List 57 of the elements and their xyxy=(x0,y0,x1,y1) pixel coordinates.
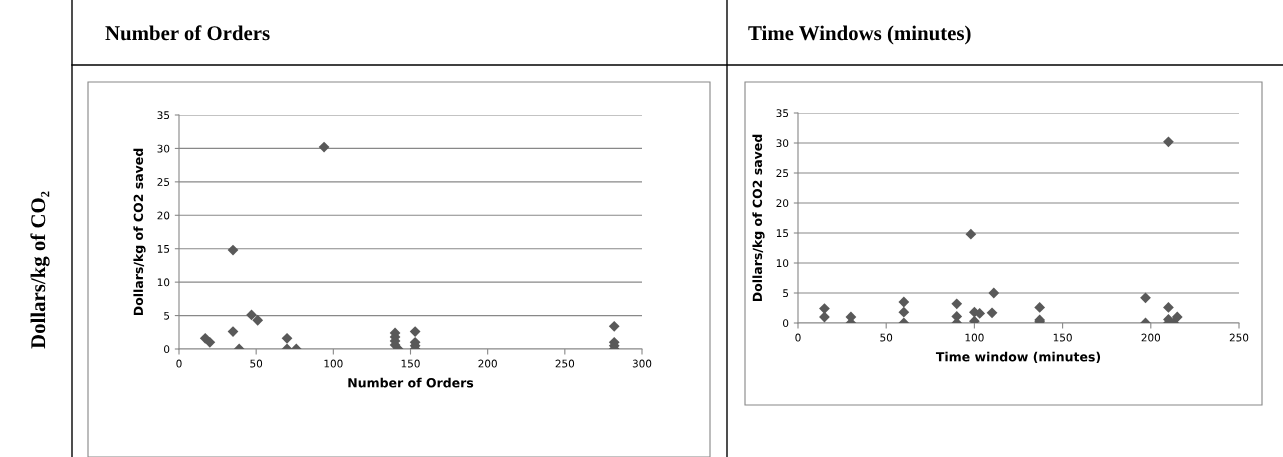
x-tick-label: 50 xyxy=(880,333,893,342)
x-tick-label: 300 xyxy=(632,359,652,368)
point xyxy=(1140,292,1151,304)
y-tick-label: 25 xyxy=(776,169,789,178)
x-tick-label: 100 xyxy=(965,333,984,342)
point xyxy=(246,309,257,321)
y-tick-label: 15 xyxy=(157,245,170,253)
x-tick-label: 150 xyxy=(401,359,420,368)
point xyxy=(204,336,216,348)
point xyxy=(1034,302,1046,313)
x-tick-label: 50 xyxy=(250,359,263,368)
point xyxy=(988,287,1000,299)
point xyxy=(227,326,239,337)
y-tick-label: 35 xyxy=(157,111,170,120)
x-tick-label: 150 xyxy=(1053,333,1072,342)
point xyxy=(898,296,910,308)
y-tick-label: 10 xyxy=(157,278,170,287)
y-axis-title: Dollars/kg of CO2 saved xyxy=(133,148,146,316)
y-tick-label: 5 xyxy=(783,289,789,298)
point xyxy=(951,298,963,310)
x-tick-label: 0 xyxy=(795,333,801,342)
x-axis-title: Time window (minutes) xyxy=(935,351,1101,363)
point xyxy=(986,307,998,319)
y-tick-label: 30 xyxy=(157,144,170,153)
y-tick-label: 15 xyxy=(776,229,789,238)
x-tick-label: 250 xyxy=(555,359,575,368)
y-axis-title: Dollars/kg of CO2 saved xyxy=(752,134,765,302)
x-tick-label: 250 xyxy=(1229,333,1249,342)
x-tick-label: 0 xyxy=(176,359,182,368)
chart-title: Time Windows (minutes) xyxy=(748,25,971,45)
point xyxy=(227,244,239,256)
y-tick-label: 20 xyxy=(157,211,170,220)
y-tick-label: 10 xyxy=(776,259,789,268)
point xyxy=(608,320,620,332)
point xyxy=(819,303,830,314)
point xyxy=(409,326,421,337)
point xyxy=(281,332,293,344)
point xyxy=(965,228,977,240)
x-axis-title: Number of Orders xyxy=(348,377,474,388)
y-tick-label: 5 xyxy=(164,311,170,320)
point xyxy=(318,141,330,153)
chart-title: Number of Orders xyxy=(105,25,270,41)
y-tick-label: 35 xyxy=(776,109,789,118)
point xyxy=(1163,302,1174,313)
point xyxy=(898,306,910,318)
y-tick-label: 20 xyxy=(776,199,789,208)
point xyxy=(252,314,264,326)
y-tick-label: 30 xyxy=(776,139,789,148)
y-tick-label: 0 xyxy=(783,319,789,328)
y-tick-label: 0 xyxy=(164,345,170,354)
y-tick-label: 25 xyxy=(157,178,170,186)
point xyxy=(1163,136,1174,148)
x-tick-label: 200 xyxy=(478,359,497,368)
x-tick-label: 100 xyxy=(324,359,343,368)
point xyxy=(1171,311,1183,323)
x-tick-label: 200 xyxy=(1141,333,1161,342)
text: Dollars/kg of CO₂ xyxy=(30,191,50,349)
